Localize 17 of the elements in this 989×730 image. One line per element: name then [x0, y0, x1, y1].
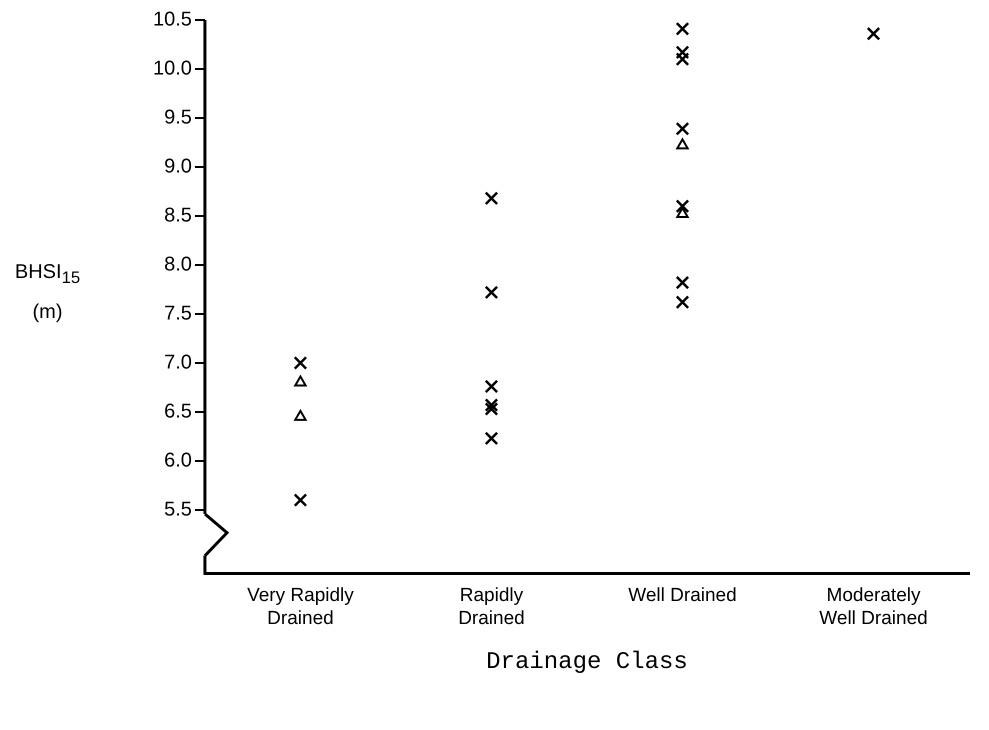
y-tick-label: 10.5 [152, 8, 192, 31]
y-tick-label: 9.5 [164, 106, 192, 128]
x-tick-label: Moderately Well Drained [819, 585, 928, 630]
x-tick-label: Very Rapidly Drained [247, 585, 354, 630]
x-tick-label: Well Drained [628, 585, 737, 606]
y-tick-label: 6.0 [164, 449, 192, 472]
y-tick-label: 6.5 [164, 400, 192, 422]
y-tick-label: 7.0 [164, 351, 192, 374]
y-tick-label: 10.0 [152, 58, 192, 80]
y-tick-label: 8.0 [164, 253, 192, 276]
x-tick-label: Rapidly Drained [458, 585, 525, 630]
y-tick-label: 9.0 [164, 155, 192, 178]
x-axis-title: Drainage Class [486, 648, 688, 676]
y-tick-label: 5.5 [164, 498, 192, 520]
y-tick-label: 7.5 [164, 302, 192, 324]
y-axis-title: BHSI$_{15}$ (m) [14, 260, 82, 325]
y-tick-label: 8.5 [164, 204, 192, 226]
